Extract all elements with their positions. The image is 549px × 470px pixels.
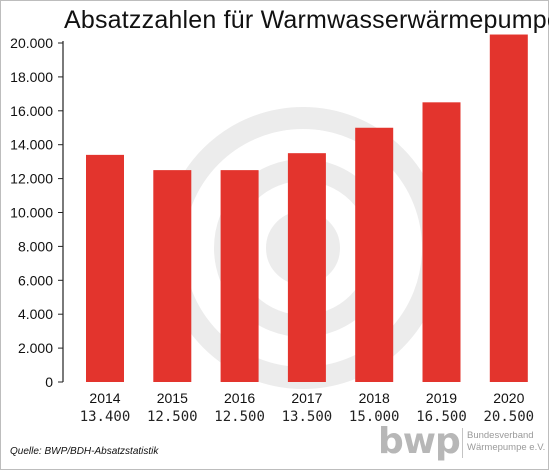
y-tick-label: 10.000 (10, 205, 53, 221)
x-labels: 2014 13.400 2015 12.500 2016 12.500 2017 13.500… (80, 390, 534, 425)
x-category-label: 2014 (89, 390, 120, 406)
bar-value-label: 20.500 (484, 409, 535, 425)
x-category-label: 2019 (426, 390, 457, 406)
y-tick-label: 20.000 (10, 35, 53, 51)
bar-2019 (422, 102, 461, 382)
bar-value-label: 12.500 (214, 409, 265, 425)
y-tick-label: 8.000 (18, 238, 53, 254)
source-note: Quelle: BWP/BDH-Absatzstatistik (10, 446, 159, 457)
logo-divider (462, 428, 463, 458)
bar-2014 (86, 154, 124, 382)
logo-line-2: Wärmepumpe e.V. (467, 442, 546, 453)
y-tick-label: 4.000 (18, 306, 53, 322)
y-tick-label: 12.000 (10, 171, 53, 187)
y-tick-label: 6.000 (18, 272, 53, 288)
y-tick-label: 2.000 (18, 340, 53, 356)
bar-2015 (153, 170, 192, 382)
bar-value-label: 16.500 (416, 409, 467, 425)
y-tick-label: 18.000 (10, 69, 53, 85)
y-tick-label: 14.000 (10, 137, 53, 153)
y-tick-label: 0 (45, 374, 53, 390)
logo-text: Bundesverband Wärmepumpe e.V. (467, 430, 545, 454)
bar-2016 (220, 170, 259, 382)
bars (86, 34, 528, 383)
x-category-label: 2016 (224, 390, 255, 406)
bar-value-label: 12.500 (147, 409, 198, 425)
x-category-label: 2018 (359, 390, 390, 406)
x-category-label: 2017 (291, 390, 322, 406)
logo-mark: bwp (378, 421, 461, 462)
x-category-label: 2020 (493, 390, 524, 406)
logo-line-1: Bundesverband (467, 430, 534, 441)
y-tick-label: 16.000 (10, 103, 53, 119)
bar-value-label: 13.500 (282, 409, 333, 425)
bwp-logo: bwp Bundesverband Wärmepumpe e.V. (378, 422, 546, 466)
chart-title: Absatzzahlen für Warmwasserwärmepumpen (64, 6, 549, 34)
y-axis: 0 2.000 4.000 6.000 8.000 10.000 12.000 14.000 1… (10, 35, 64, 390)
bar-value-label: 15.000 (349, 409, 400, 425)
bar-2017 (287, 153, 326, 382)
bar-value-label: 13.400 (80, 409, 131, 425)
bar-2018 (355, 127, 394, 382)
bar-2020 (489, 34, 528, 383)
x-category-label: 2015 (157, 390, 188, 406)
